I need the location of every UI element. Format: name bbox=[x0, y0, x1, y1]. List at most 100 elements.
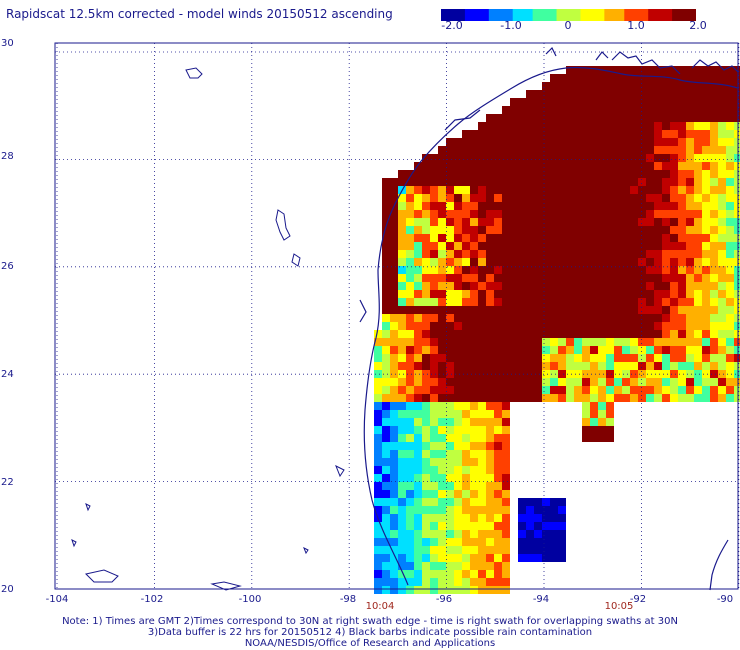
wind-cell bbox=[502, 242, 510, 250]
wind-cell bbox=[430, 402, 438, 410]
colorbar-swatch bbox=[508, 9, 514, 21]
wind-cell bbox=[470, 130, 478, 138]
wind-cell bbox=[494, 474, 502, 482]
wind-cell bbox=[542, 546, 550, 554]
wind-cell bbox=[502, 234, 510, 242]
wind-cell bbox=[638, 338, 646, 346]
wind-cell bbox=[694, 114, 702, 122]
wind-cell bbox=[478, 178, 486, 186]
wind-cell bbox=[382, 450, 390, 458]
wind-cell bbox=[598, 130, 606, 138]
wind-cell bbox=[558, 554, 566, 562]
wind-cell bbox=[582, 298, 590, 306]
wind-cell bbox=[638, 210, 646, 218]
wind-cell bbox=[590, 146, 598, 154]
wind-cell bbox=[614, 346, 622, 354]
wind-cell bbox=[446, 282, 454, 290]
wind-cell bbox=[606, 378, 614, 386]
wind-cell bbox=[566, 194, 574, 202]
wind-cell bbox=[414, 218, 422, 226]
wind-cell bbox=[518, 306, 526, 314]
wind-cell bbox=[598, 98, 606, 106]
wind-cell bbox=[646, 194, 654, 202]
wind-cell bbox=[462, 410, 470, 418]
wind-cell bbox=[478, 274, 486, 282]
wind-cell bbox=[462, 442, 470, 450]
wind-cell bbox=[374, 442, 382, 450]
wind-cell bbox=[678, 242, 686, 250]
wind-cell bbox=[446, 402, 454, 410]
wind-cell bbox=[486, 250, 494, 258]
wind-cell bbox=[678, 386, 686, 394]
wind-cell bbox=[638, 274, 646, 282]
louisiana-marsh bbox=[545, 46, 739, 75]
wind-cell bbox=[622, 218, 630, 226]
wind-cell bbox=[422, 258, 430, 266]
wind-cell bbox=[510, 386, 518, 394]
wind-cell bbox=[566, 90, 574, 98]
wind-cell bbox=[542, 210, 550, 218]
wind-cell bbox=[662, 258, 670, 266]
wind-cell bbox=[726, 378, 734, 386]
wind-cell bbox=[574, 98, 582, 106]
wind-cell bbox=[678, 130, 686, 138]
wind-cell bbox=[582, 202, 590, 210]
wind-cell bbox=[606, 282, 614, 290]
wind-cell bbox=[446, 378, 454, 386]
wind-cell bbox=[526, 114, 534, 122]
wind-cell bbox=[526, 554, 534, 562]
lon-label: -100 bbox=[238, 594, 262, 605]
wind-cell bbox=[510, 322, 518, 330]
wind-cell bbox=[534, 258, 542, 266]
wind-cell bbox=[470, 386, 478, 394]
wind-cell bbox=[598, 314, 606, 322]
wind-cell bbox=[414, 178, 422, 186]
wind-cell bbox=[470, 546, 478, 554]
wind-cell bbox=[550, 370, 558, 378]
wind-cell bbox=[702, 370, 710, 378]
wind-cell bbox=[662, 130, 670, 138]
wind-cell bbox=[582, 418, 590, 426]
lat-label: 26 bbox=[1, 261, 14, 272]
wind-cell bbox=[686, 314, 694, 322]
wind-cell bbox=[550, 194, 558, 202]
wind-cell bbox=[710, 210, 718, 218]
wind-cell bbox=[662, 226, 670, 234]
wind-cell bbox=[398, 298, 406, 306]
wind-cell bbox=[462, 162, 470, 170]
wind-cell bbox=[598, 250, 606, 258]
wind-cell bbox=[422, 346, 430, 354]
wind-cell bbox=[670, 378, 678, 386]
wind-cell bbox=[534, 146, 542, 154]
inland-lakes bbox=[71, 67, 345, 591]
wind-cell bbox=[534, 282, 542, 290]
wind-cell bbox=[462, 418, 470, 426]
wind-cell bbox=[662, 194, 670, 202]
wind-cell bbox=[446, 330, 454, 338]
wind-cell bbox=[534, 298, 542, 306]
wind-cell bbox=[614, 138, 622, 146]
wind-cell bbox=[686, 106, 694, 114]
wind-cell bbox=[494, 194, 502, 202]
wind-cell bbox=[654, 162, 662, 170]
colorbar-swatch bbox=[692, 9, 696, 21]
wind-cell bbox=[454, 586, 462, 594]
wind-cell bbox=[534, 370, 542, 378]
wind-cell bbox=[710, 106, 718, 114]
wind-cell bbox=[686, 178, 694, 186]
wind-cell bbox=[566, 330, 574, 338]
wind-cell bbox=[654, 154, 662, 162]
wind-cell bbox=[550, 82, 558, 90]
wind-cell bbox=[518, 338, 526, 346]
wind-cell bbox=[670, 354, 678, 362]
wind-cell bbox=[670, 98, 678, 106]
wind-cell bbox=[518, 506, 526, 514]
wind-cell bbox=[606, 202, 614, 210]
wind-cell bbox=[494, 210, 502, 218]
wind-cell bbox=[710, 314, 718, 322]
wind-cell bbox=[702, 114, 710, 122]
wind-cell bbox=[606, 402, 614, 410]
wind-cell bbox=[510, 242, 518, 250]
wind-cell bbox=[406, 378, 414, 386]
wind-cell bbox=[494, 546, 502, 554]
